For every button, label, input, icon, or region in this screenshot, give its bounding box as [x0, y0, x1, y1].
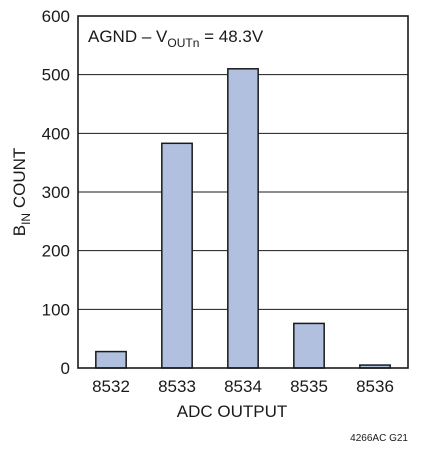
- x-tick-label-8532: 8532: [92, 377, 130, 396]
- y-tick-label-100: 100: [42, 300, 70, 319]
- y-tick-labels: 0 100 200 300 400 500 600: [42, 7, 70, 378]
- plot-frame: [77, 15, 409, 369]
- y-axis-title: BIN COUNT: [10, 148, 33, 237]
- bars: [95, 68, 391, 369]
- x-tick-labels: 8532 8533 8534 8535 8536: [92, 377, 394, 396]
- bar-8535: [293, 322, 325, 369]
- x-tick-label-8536: 8536: [356, 377, 394, 396]
- y-tick-label-0: 0: [61, 359, 70, 378]
- y-tick-label-200: 200: [42, 242, 70, 261]
- annotation-label: AGND – VOUTn = 48.3V: [88, 27, 264, 50]
- x-tick-label-8533: 8533: [158, 377, 196, 396]
- x-axis-title: ADC OUTPUT: [177, 402, 288, 421]
- y-tick-label-400: 400: [42, 124, 70, 143]
- bar-8532: [95, 350, 127, 369]
- y-tick-label-600: 600: [42, 7, 70, 26]
- bar-8534: [227, 68, 259, 369]
- y-tick-label-300: 300: [42, 183, 70, 202]
- x-tick-label-8534: 8534: [224, 377, 262, 396]
- bar-8533: [161, 142, 193, 369]
- x-tick-label-8535: 8535: [290, 377, 328, 396]
- y-tick-label-500: 500: [42, 66, 70, 85]
- figure-id: 4266AC G21: [350, 433, 408, 444]
